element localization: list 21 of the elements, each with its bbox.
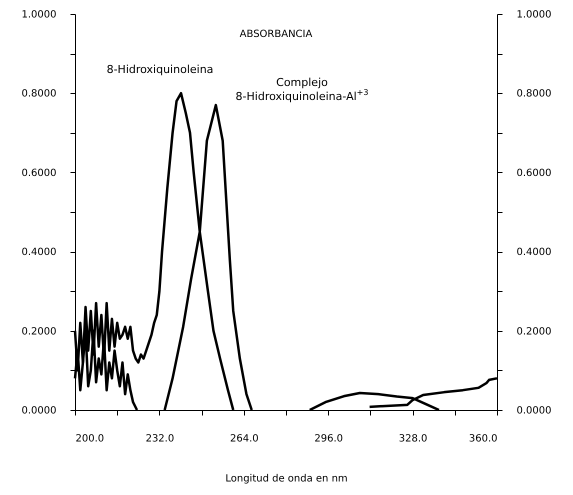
y-tick-label: 0.4000	[22, 247, 56, 258]
y2-tick-label: 0.0000	[516, 406, 552, 416]
x-axis-title: Longitud de onda en nm	[225, 474, 348, 484]
y2-tick-label: 0.6000	[516, 168, 552, 179]
y-tick-label: 0.0000	[22, 406, 56, 416]
x-tick-label: 328.0	[398, 434, 428, 444]
y2-tick-label: 0.8000	[516, 88, 552, 100]
y2-tick-label: 0.2000	[516, 326, 552, 338]
x-tick-label: 200.0	[76, 434, 104, 444]
y-tick-label: 0.8000	[22, 88, 56, 100]
y2-tick-label: 0.4000	[516, 247, 552, 258]
y-tick-label: 0.2000	[22, 326, 56, 338]
y-tick-label: 1.0000	[22, 10, 56, 20]
x-tick-label: 360.0	[468, 434, 498, 444]
text: 8-Hidroxiquinoleina	[106, 63, 214, 76]
y2-tick-label: 1.0000	[516, 10, 552, 20]
text: ABSORBANCIA	[240, 29, 312, 40]
y-tick-label: 0.6000	[22, 168, 56, 179]
x-tick-label: 264.0	[230, 434, 259, 444]
x-tick-label: 296.0	[314, 434, 344, 444]
x-tick-label: 232.0	[146, 434, 174, 444]
